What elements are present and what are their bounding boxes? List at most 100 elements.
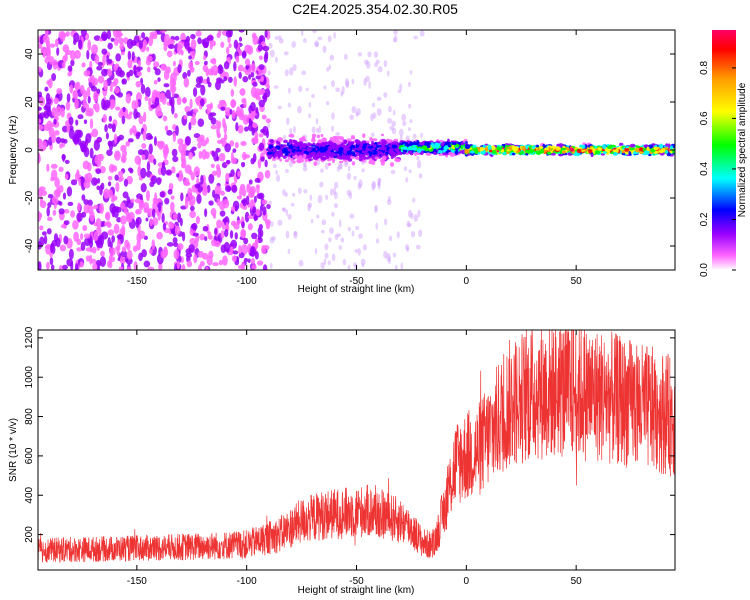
spectrogram-cell: [106, 30, 112, 40]
spectrogram-cell: [77, 39, 83, 50]
spectrogram-cell: [283, 139, 288, 144]
spectrogram-cell: [259, 204, 264, 212]
spectrogram-cell: [125, 114, 132, 120]
spectrogram-cell: [320, 133, 324, 138]
spectrogram-cell: [266, 84, 270, 90]
spectrogram-cell: [258, 99, 266, 108]
spectrogram-cell: [430, 144, 436, 148]
spectrogram-cell: [538, 146, 544, 149]
spectrogram-cell: [54, 130, 60, 136]
spectrogram-cell: [629, 147, 635, 151]
spectrogram-cell: [64, 173, 69, 180]
spectrogram-cell: [89, 118, 94, 129]
spectrogram-cell: [328, 64, 332, 70]
colorbar-label: Normalized spectral amplitude: [737, 82, 748, 217]
spectrogram-cell: [51, 196, 59, 205]
spectrogram-cell: [391, 144, 398, 149]
spectrogram-cell: [271, 236, 276, 241]
spectrogram-cell: [93, 91, 99, 103]
spectrogram-cell: [550, 152, 556, 156]
spectrogram-cell: [290, 202, 295, 207]
spectrogram-cell: [643, 144, 649, 148]
spectrogram-cell: [208, 200, 214, 206]
spectrogram-cell: [90, 86, 98, 92]
spectrogram-cell: [345, 80, 350, 89]
spectrogram-cell: [123, 206, 128, 214]
spectrogram-cell: [96, 185, 100, 191]
spectrogram-cell: [288, 133, 295, 138]
spectrogram-cell: [66, 124, 70, 134]
spectrogram-cell: [217, 120, 222, 129]
spectrogram-cell: [67, 201, 74, 207]
spectrogram-cell: [231, 157, 237, 165]
spectrogram-cell: [420, 132, 424, 138]
spectrogram-cell: [365, 152, 370, 156]
snr-y-tick-label: 1000: [24, 366, 35, 389]
spectrogram-cell: [55, 187, 61, 198]
spectrogram-cell: [310, 218, 314, 224]
spectrogram-cell: [413, 214, 419, 223]
spectrogram-cell: [192, 112, 196, 119]
spectrogram-cell: [38, 139, 44, 150]
spectrogram-cell: [111, 235, 115, 243]
spectrogram-cell: [347, 150, 352, 156]
spectrogram-cell: [251, 257, 255, 265]
spectrogram-cell: [653, 146, 659, 151]
spectrogram-cell: [394, 35, 398, 43]
spectrogram-cell: [69, 84, 74, 94]
spectrogram-cell: [92, 263, 98, 270]
spectrogram-cell: [53, 119, 57, 125]
spectrogram-cell: [153, 61, 160, 68]
spectrogram-cell: [417, 209, 421, 218]
spectrogram-cell: [166, 50, 173, 58]
spectrogram-cell: [231, 109, 236, 119]
spectrogram-cell: [278, 150, 282, 156]
spectrogram-cell: [39, 236, 45, 247]
spectrogram-cell: [332, 158, 335, 164]
spectrogram-cell: [169, 222, 175, 229]
spectrogram-cell: [224, 143, 231, 153]
spectrogram-cell: [346, 155, 351, 160]
spectrogram-cell: [409, 119, 413, 124]
spectrogram-cell: [91, 177, 98, 186]
spectrogram-cell: [242, 114, 249, 125]
spectrogram-cell: [210, 66, 214, 76]
spectrogram-cell: [82, 160, 90, 170]
spectrogram-cell: [277, 153, 281, 159]
spectrogram-cell: [227, 36, 231, 44]
spectrogram-cell: [399, 83, 403, 91]
spectrogram-cell: [142, 130, 147, 141]
spectrogram-cell: [63, 138, 68, 144]
spectrogram-cell: [50, 163, 58, 169]
spectrogram-cell: [311, 126, 316, 134]
snr-x-ticks: -150 -100 -50 0 50: [127, 330, 582, 587]
spectrogram-cell: [237, 124, 244, 134]
spectrogram-cell: [285, 230, 290, 239]
spectrogram-cell: [167, 189, 173, 195]
spectrogram-cell: [331, 211, 335, 217]
spectrogram-cell: [433, 151, 437, 155]
spectrogram-cell: [305, 87, 309, 92]
spectrogram-cell: [109, 84, 113, 92]
spectrogram-cell: [158, 262, 163, 270]
spectrogram-cell: [170, 195, 175, 200]
spectrogram-cell: [241, 50, 247, 59]
spectrogram-cell: [512, 146, 516, 152]
spectrogram-cell: [378, 147, 385, 150]
spectrogram-cell: [286, 142, 290, 147]
spectrogram-cell: [47, 194, 54, 199]
spectrogram-cell: [660, 148, 666, 153]
spectrogram-cell: [160, 165, 167, 176]
spectrogram-cell: [222, 255, 228, 266]
spectrogram-cell: [284, 168, 289, 174]
spectrogram-cell: [188, 169, 193, 176]
spectrogram-cell: [338, 245, 343, 251]
spectrogram-cell: [293, 230, 298, 239]
spectrogram-cell: [392, 141, 398, 145]
spectrogram-cell: [350, 155, 356, 159]
snr-marks: [38, 330, 675, 564]
spectrogram-cell: [126, 71, 131, 78]
spectrogram-cell: [166, 242, 174, 247]
spectrogram-cell: [45, 102, 51, 111]
